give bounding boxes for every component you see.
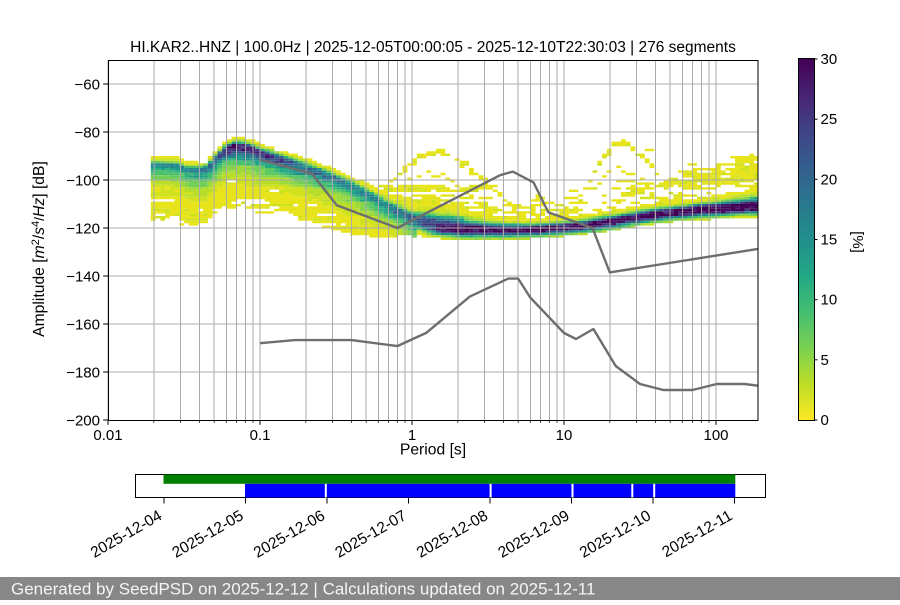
svg-text:−100: −100	[66, 172, 100, 189]
svg-text:30: 30	[821, 51, 838, 68]
svg-text:0.1: 0.1	[250, 427, 271, 444]
svg-text:10: 10	[556, 427, 573, 444]
svg-text:−200: −200	[66, 412, 100, 429]
svg-text:0.01: 0.01	[93, 427, 122, 444]
svg-text:5: 5	[821, 352, 829, 369]
svg-text:[%]: [%]	[849, 231, 866, 253]
svg-text:1: 1	[408, 427, 416, 444]
svg-text:15: 15	[821, 232, 838, 249]
svg-text:100: 100	[703, 427, 728, 444]
svg-text:Amplitude [m2/s4/Hz] [dB]: Amplitude [m2/s4/Hz] [dB]	[30, 161, 48, 337]
svg-text:Generated by SeedPSD on 2025-1: Generated by SeedPSD on 2025-12-12 | Cal…	[11, 580, 595, 599]
svg-text:−120: −120	[66, 220, 100, 237]
svg-text:Period [s]: Period [s]	[400, 442, 466, 459]
svg-text:−140: −140	[66, 268, 100, 285]
svg-text:25: 25	[821, 111, 838, 128]
svg-text:10: 10	[821, 292, 838, 309]
svg-text:−180: −180	[66, 364, 100, 381]
svg-text:−160: −160	[66, 316, 100, 333]
svg-text:20: 20	[821, 171, 838, 188]
svg-text:−80: −80	[75, 124, 100, 141]
svg-text:HI.KAR2..HNZ | 100.0Hz | 2025-: HI.KAR2..HNZ | 100.0Hz | 2025-12-05T00:0…	[130, 39, 736, 56]
svg-text:0: 0	[821, 412, 829, 429]
svg-text:−60: −60	[75, 76, 100, 93]
